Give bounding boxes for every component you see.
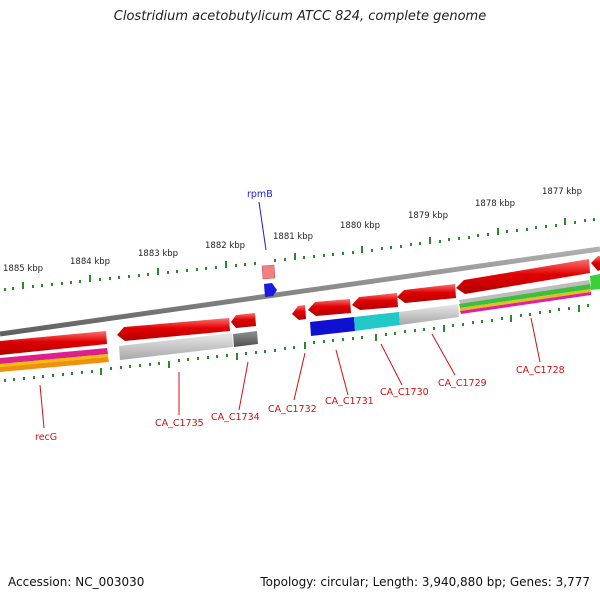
scale-labels: 1885 kbp 1884 kbp 1883 kbp 1882 kbp 1881… — [3, 187, 582, 274]
upper-scale-ticks — [4, 218, 595, 291]
scale-label: 1884 kbp — [70, 257, 110, 267]
band-yellow-recG — [0, 354, 108, 367]
rpmB-feature-light[interactable] — [261, 264, 276, 280]
gene-label-CA_C1731: CA_C1731 — [325, 396, 374, 407]
band-darkgray-1734 — [233, 331, 258, 347]
scale-label: 1881 kbp — [273, 232, 313, 242]
band-gray-1728 — [459, 280, 590, 304]
gene-label-CA_C1729: CA_C1729 — [438, 378, 487, 389]
band-gray-1729 — [399, 304, 459, 325]
gene-arrow-CA_C1728[interactable] — [456, 259, 590, 294]
gene-labels: rpmB recG CA_C1735 CA_C1734 CA_C1732 CA_… — [35, 189, 565, 443]
band-gray-1735 — [119, 333, 233, 360]
scale-label: 1885 kbp — [3, 264, 43, 274]
lower-scale-ticks — [4, 304, 589, 382]
band-yellow-1728 — [460, 289, 591, 311]
gene-arrow-CA_C1735[interactable] — [117, 318, 230, 341]
genome-summary-text: Topology: circular; Length: 3,940,880 bp… — [260, 575, 590, 589]
band-green-1728 — [459, 284, 591, 308]
accession-text: Accession: NC_003030 — [8, 575, 145, 589]
scale-label: 1883 kbp — [138, 249, 178, 259]
backbone-arc — [0, 246, 600, 337]
scale-label: 1877 kbp — [542, 187, 582, 197]
band-green-edge — [590, 274, 600, 290]
gene-arrow-CA_C1729[interactable] — [397, 284, 456, 303]
band-magenta-1728 — [460, 292, 591, 314]
gene-label-CA_C1735: CA_C1735 — [155, 418, 204, 429]
scale-label: 1880 kbp — [340, 221, 380, 231]
gene-label-rpmB: rpmB — [247, 189, 273, 200]
gene-label-CA_C1728: CA_C1728 — [516, 365, 565, 376]
gene-arrow-CA_C1731[interactable] — [308, 299, 351, 316]
rpmB-gene-arrow[interactable] — [264, 283, 277, 297]
gene-arrow-CA_C1730[interactable] — [352, 293, 398, 310]
gene-arrow-CA_C1734[interactable] — [231, 313, 256, 328]
gene-label-CA_C1734: CA_C1734 — [211, 412, 260, 423]
gene-arrow-CA_C1732[interactable] — [292, 305, 306, 320]
scale-label: 1879 kbp — [408, 211, 448, 221]
scale-label: 1878 kbp — [475, 199, 515, 209]
scale-label: 1882 kbp — [205, 241, 245, 251]
map-title: Clostridium acetobutylicum ATCC 824, com… — [113, 9, 487, 24]
band-orange-recG — [0, 357, 109, 372]
band-cyan-1730 — [354, 312, 400, 331]
band-blue-1731 — [310, 317, 355, 336]
gene-label-CA_C1730: CA_C1730 — [380, 387, 429, 398]
gene-label-CA_C1732: CA_C1732 — [268, 404, 317, 415]
label-leaders — [39, 201, 541, 429]
band-magenta-recG — [0, 348, 108, 364]
gene-arrow-left-recG[interactable] — [0, 331, 107, 355]
gene-label-recG: recG — [35, 432, 57, 443]
red-gene-arrows — [0, 256, 600, 355]
annotation-bands — [0, 274, 600, 372]
gene-arrow-edge[interactable] — [591, 256, 600, 271]
